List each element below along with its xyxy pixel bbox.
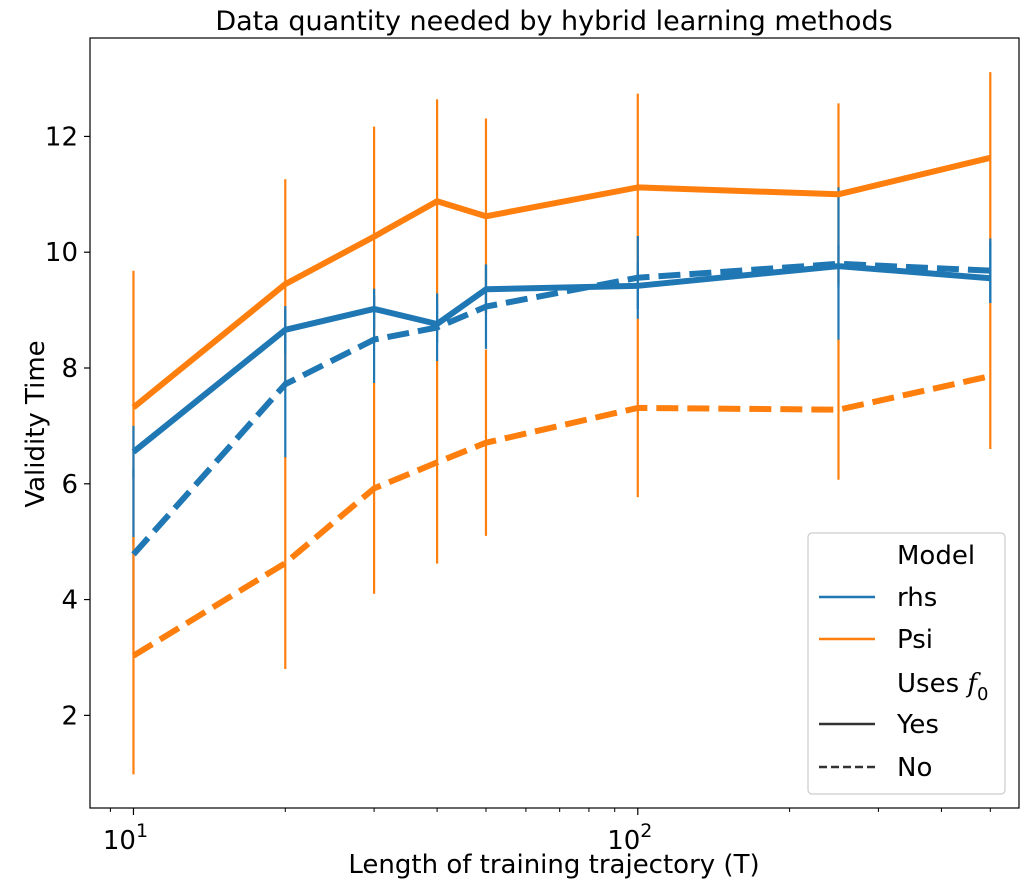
y-tick-label-6: 6 <box>61 470 78 500</box>
plot-area <box>131 72 992 775</box>
legend-label-no: No <box>897 753 932 783</box>
x-tick-label-100: 102 <box>607 820 652 856</box>
chart-title: Data quantity needed by hybrid learning … <box>215 6 892 37</box>
legend-title-model: Model <box>897 541 975 571</box>
y-tick-label-10: 10 <box>45 238 78 268</box>
y-tick-label-4: 4 <box>61 586 78 616</box>
axes: 2 4 6 8 10 12 101 102 <box>45 37 1020 856</box>
x-tick-label-10: 101 <box>103 820 148 856</box>
legend-title-style: Uses f0 <box>897 669 988 705</box>
legend-label-rhs: rhs <box>897 583 937 613</box>
series-line-psi-no <box>131 373 991 659</box>
legend-label-psi: Psi <box>897 625 933 655</box>
series-line-psi-yes <box>131 154 992 410</box>
axes-frame <box>89 37 1020 809</box>
series-line-rhs-yes <box>131 263 991 455</box>
x-axis-label: Length of training trajectory (T) <box>348 850 759 880</box>
series-line-rhs-no <box>131 260 991 557</box>
y-axis-label: Validity Time <box>21 340 51 507</box>
legend-box <box>807 532 1006 795</box>
legend: Model rhs Psi Uses f0 Yes No <box>807 532 1006 795</box>
y-tick-label-2: 2 <box>61 701 78 731</box>
legend-label-yes: Yes <box>896 710 939 740</box>
y-tick-label-8: 8 <box>61 354 78 384</box>
y-tick-label-12: 12 <box>45 122 78 152</box>
